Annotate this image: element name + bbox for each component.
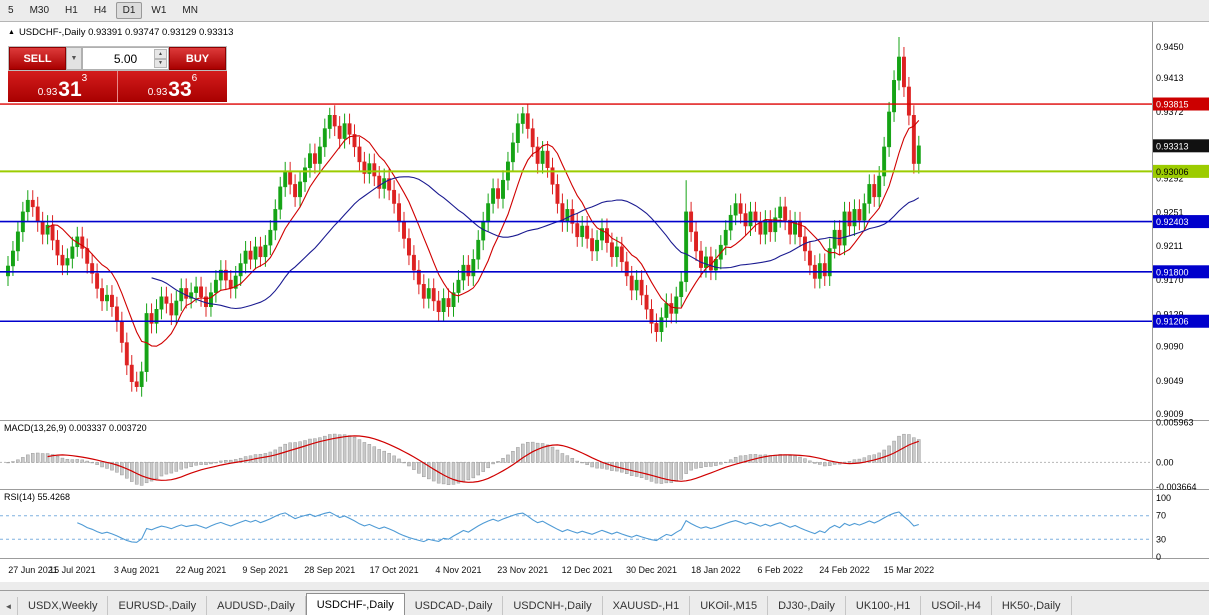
macd-scale-label: 0.005963 <box>1156 418 1194 428</box>
date-label: 15 Jul 2021 <box>49 565 96 575</box>
timeframe-H1[interactable]: H1 <box>65 5 78 16</box>
timeframe-H4[interactable]: H4 <box>93 5 107 16</box>
sell-price[interactable]: 0.93 31 3 <box>8 71 118 102</box>
buy-price[interactable]: 0.93 33 6 <box>118 71 227 102</box>
volume-value[interactable]: 5.00 <box>113 51 138 66</box>
chart-title-text: USDCHF-,Daily 0.93391 0.93747 0.93129 0.… <box>18 27 234 38</box>
current-price-tag <box>1153 139 1209 153</box>
level-price-tag <box>1153 164 1209 178</box>
chart-tab-eurusd-daily[interactable]: EURUSD-,Daily <box>108 596 208 615</box>
level-price-tag-text: 0.91800 <box>1156 267 1189 277</box>
rsi-line <box>77 511 919 543</box>
date-label: 28 Sep 2021 <box>304 565 355 575</box>
chart-tab-bar: ◄ USDX,Weekly EURUSD-,Daily AUDUSD-,Daily U… <box>0 590 1209 615</box>
price-scale-label: 0.9292 <box>1156 174 1184 184</box>
chart-tab-hk50-daily[interactable]: HK50-,Daily <box>992 596 1072 615</box>
level-price-tag <box>1153 265 1209 279</box>
price-scale-label: 0.9049 <box>1156 376 1184 386</box>
timeframe-W1[interactable]: W1 <box>151 5 167 16</box>
price-scale-label: 0.9129 <box>1156 309 1184 319</box>
chart-canvas[interactable]: 0.94500.94130.93720.93330.92920.92510.92… <box>0 22 1209 582</box>
date-label: 12 Dec 2021 <box>562 565 613 575</box>
chart-tab-usdcad-daily[interactable]: USDCAD-,Daily <box>405 596 504 615</box>
date-label: 15 Mar 2022 <box>884 565 935 575</box>
price-scale-label: 0.9170 <box>1156 275 1184 285</box>
level-price-tag-text: 0.93815 <box>1156 100 1189 110</box>
sell-button[interactable]: SELL <box>9 47 66 70</box>
chevron-down-icon: ▼ <box>70 55 78 62</box>
level-price-tag <box>1153 314 1209 328</box>
sell-price-base: 0.93 <box>37 87 58 98</box>
moving-average-30 <box>151 176 920 310</box>
price-scale-label: 0.9413 <box>1156 73 1184 83</box>
chart-title: ▲ USDCHF-,Daily 0.93391 0.93747 0.93129 … <box>8 27 233 38</box>
price-scale-label: 0.9009 <box>1156 409 1184 419</box>
timeframe-D1[interactable]: D1 <box>115 2 143 19</box>
chart-tab-dj30-daily[interactable]: DJ30-,Daily <box>768 596 846 615</box>
sell-price-pips: 31 <box>58 78 82 101</box>
level-price-tag-text: 0.92403 <box>1156 217 1189 227</box>
date-label: 22 Aug 2021 <box>176 565 227 575</box>
macd-scale-label: -0.003664 <box>1156 482 1197 492</box>
volume-decrease-button[interactable]: ▼ <box>154 58 167 68</box>
chart-tab-usdx-weekly[interactable]: USDX,Weekly <box>18 596 109 615</box>
chart-tab-usdcnh-daily[interactable]: USDCNH-,Daily <box>503 596 603 615</box>
macd-scale-label: 0.00 <box>1156 457 1174 467</box>
buy-price-point: 6 <box>191 73 198 84</box>
timeframe-toolbar: 5 M30 H1 H4 D1 W1 MN <box>0 0 1209 22</box>
rsi-scale-label: 0 <box>1156 552 1161 562</box>
price-scale-label: 0.9251 <box>1156 208 1184 218</box>
macd-signal-line <box>47 435 919 483</box>
rsi-scale-label: 70 <box>1156 511 1166 521</box>
volume-increase-button[interactable]: ▲ <box>154 49 167 59</box>
buy-button[interactable]: BUY <box>169 47 226 70</box>
trade-controls-row: SELL ▼ 5.00 ▲ ▼ BUY <box>8 46 227 71</box>
date-label: 24 Feb 2022 <box>819 565 870 575</box>
rsi-scale-label: 100 <box>1156 493 1171 503</box>
chart-tab-usoil-h4[interactable]: USOil-,H4 <box>921 596 992 615</box>
date-label: 30 Dec 2021 <box>626 565 677 575</box>
rsi-label: RSI(14) 55.4268 <box>4 492 70 502</box>
level-price-tag <box>1153 97 1209 111</box>
volume-stepper: ▲ ▼ <box>154 49 167 68</box>
buy-price-pips: 33 <box>168 78 192 101</box>
date-label: 27 Jun 2021 <box>8 565 58 575</box>
price-scale-label: 0.9450 <box>1156 42 1184 52</box>
one-click-trading-panel: SELL ▼ 5.00 ▲ ▼ BUY 0.93 31 3 0.93 33 <box>8 46 227 102</box>
chart-tab-ukoil-m15[interactable]: UKOil-,M15 <box>690 596 769 615</box>
date-label: 4 Nov 2021 <box>435 565 481 575</box>
trade-prices-row: 0.93 31 3 0.93 33 6 <box>8 71 227 102</box>
volume-field[interactable]: 5.00 ▲ ▼ <box>82 47 169 70</box>
macd-label: MACD(13,26,9) 0.003337 0.003720 <box>4 423 147 433</box>
price-scale-label: 0.9211 <box>1156 241 1183 251</box>
chart-tab-uk100-h1[interactable]: UK100-,H1 <box>846 596 922 615</box>
level-price-tag-text: 0.91206 <box>1156 317 1189 327</box>
rsi-scale-label: 30 <box>1156 534 1166 544</box>
buy-price-base: 0.93 <box>147 87 168 98</box>
collapse-arrow-icon[interactable]: ▲ <box>8 29 15 36</box>
date-label: 23 Nov 2021 <box>497 565 548 575</box>
price-scale-label: 0.9372 <box>1156 107 1184 117</box>
chart-tab-xauusd-h1[interactable]: XAUUSD-,H1 <box>603 596 691 615</box>
date-label: 9 Sep 2021 <box>242 565 288 575</box>
date-label: 3 Aug 2021 <box>114 565 160 575</box>
price-scale-label: 0.9090 <box>1156 342 1184 352</box>
candlestick-series <box>6 36 921 397</box>
timeframe-M30[interactable]: M30 <box>29 5 50 16</box>
chart-tab-usdchf-daily[interactable]: USDCHF-,Daily <box>305 593 405 615</box>
tab-scroll-left-icon[interactable]: ◄ <box>0 597 18 615</box>
sell-price-point: 3 <box>81 73 88 84</box>
chart-tab-audusd-daily[interactable]: AUDUSD-,Daily <box>207 596 306 615</box>
level-price-tag-text: 0.93006 <box>1156 167 1189 177</box>
level-price-tag <box>1153 215 1209 229</box>
current-price-tag-text: 0.93313 <box>1156 141 1189 151</box>
timeframe-5[interactable]: 5 <box>8 5 14 16</box>
date-label: 6 Feb 2022 <box>757 565 803 575</box>
date-label: 18 Jan 2022 <box>691 565 741 575</box>
date-label: 17 Oct 2021 <box>370 565 419 575</box>
order-type-dropdown[interactable]: ▼ <box>66 47 82 70</box>
timeframe-MN[interactable]: MN <box>182 5 198 16</box>
